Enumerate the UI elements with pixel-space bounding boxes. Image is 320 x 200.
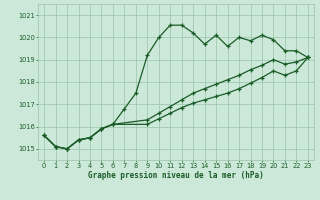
X-axis label: Graphe pression niveau de la mer (hPa): Graphe pression niveau de la mer (hPa) (88, 171, 264, 180)
